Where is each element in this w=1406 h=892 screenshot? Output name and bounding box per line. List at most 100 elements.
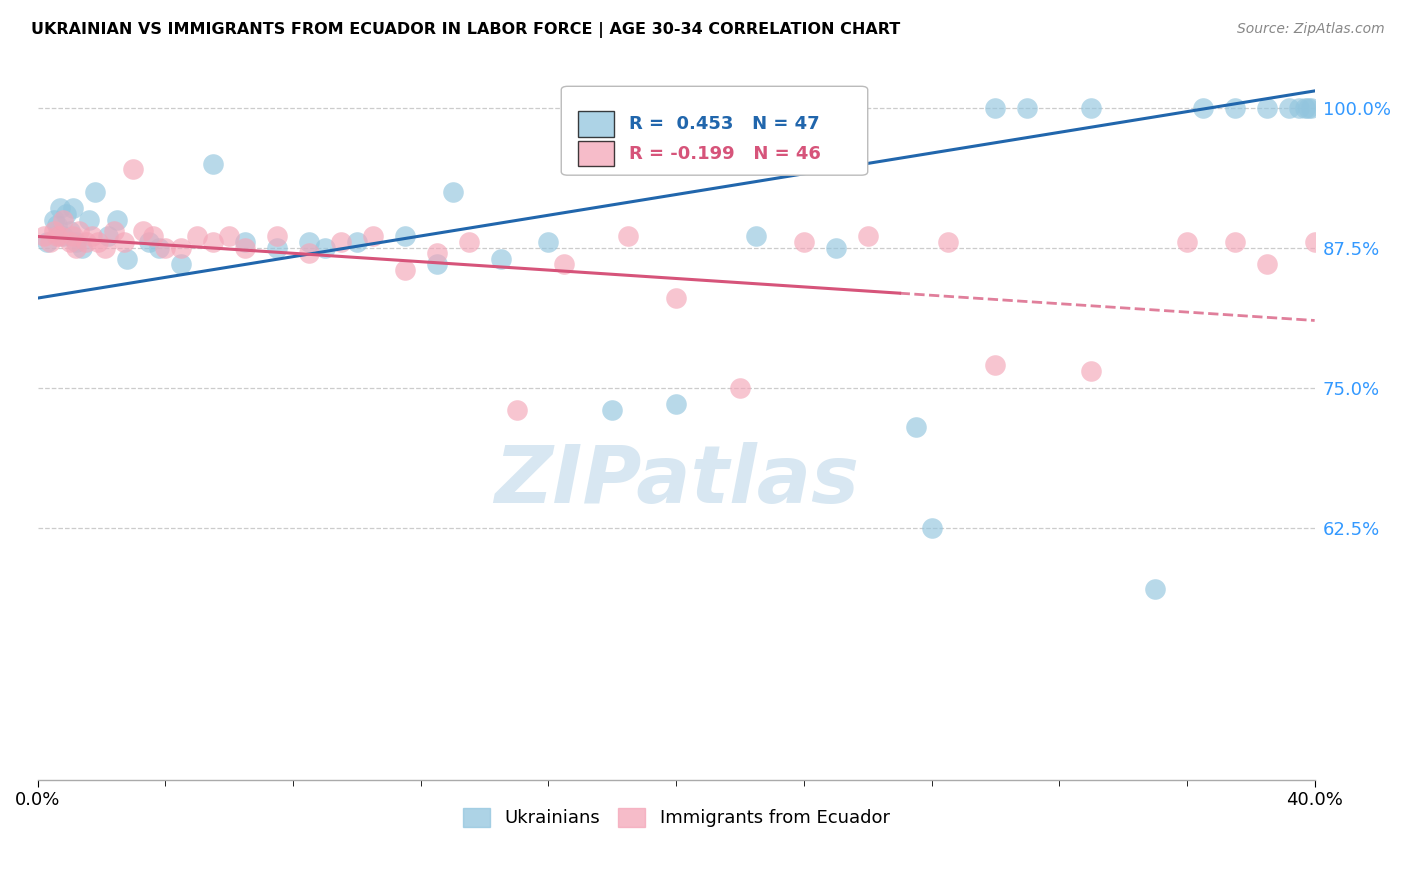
Point xyxy=(72,241,94,255)
FancyBboxPatch shape xyxy=(578,141,613,167)
FancyBboxPatch shape xyxy=(561,87,868,175)
Point xyxy=(1192,101,1215,115)
Point xyxy=(112,235,135,249)
Point xyxy=(346,235,368,249)
Point xyxy=(218,229,240,244)
Point xyxy=(1303,235,1326,249)
Point xyxy=(32,229,55,244)
Point xyxy=(52,212,75,227)
Point xyxy=(107,212,129,227)
Point xyxy=(298,235,321,249)
Point xyxy=(233,235,256,249)
Text: UKRAINIAN VS IMMIGRANTS FROM ECUADOR IN LABOR FORCE | AGE 30-34 CORRELATION CHAR: UKRAINIAN VS IMMIGRANTS FROM ECUADOR IN … xyxy=(31,22,900,38)
Point xyxy=(361,229,384,244)
Point xyxy=(84,185,107,199)
Point xyxy=(45,229,67,244)
Point xyxy=(1256,101,1278,115)
Point xyxy=(39,235,62,249)
Point xyxy=(202,235,225,249)
Point xyxy=(122,162,145,177)
Point xyxy=(1175,235,1198,249)
Point xyxy=(936,235,959,249)
Point xyxy=(537,235,560,249)
Point xyxy=(93,241,115,255)
Point xyxy=(298,246,321,260)
Point xyxy=(745,229,768,244)
Point xyxy=(138,235,160,249)
Point xyxy=(1144,582,1167,597)
Point xyxy=(42,224,65,238)
Point xyxy=(489,252,512,266)
Point xyxy=(142,229,165,244)
Point xyxy=(67,224,90,238)
Point xyxy=(457,235,479,249)
Point xyxy=(170,241,193,255)
Point xyxy=(394,263,416,277)
Point xyxy=(665,397,688,411)
Point xyxy=(824,241,846,255)
Point xyxy=(728,381,751,395)
FancyBboxPatch shape xyxy=(578,112,613,137)
Point xyxy=(115,252,138,266)
Point xyxy=(553,258,575,272)
Point xyxy=(505,403,527,417)
Point xyxy=(132,224,155,238)
Point xyxy=(170,258,193,272)
Point xyxy=(97,229,120,244)
Point xyxy=(904,420,927,434)
Point xyxy=(202,157,225,171)
Point xyxy=(1223,101,1246,115)
Point xyxy=(52,229,75,244)
Point xyxy=(186,229,208,244)
Point xyxy=(233,241,256,255)
Point xyxy=(87,235,110,249)
Point xyxy=(1080,364,1102,378)
Point xyxy=(984,359,1007,373)
Point xyxy=(62,202,84,216)
Point xyxy=(394,229,416,244)
Text: R =  0.453   N = 47: R = 0.453 N = 47 xyxy=(628,115,820,133)
Point xyxy=(45,219,67,233)
Point xyxy=(330,235,353,249)
Text: Source: ZipAtlas.com: Source: ZipAtlas.com xyxy=(1237,22,1385,37)
Point xyxy=(602,403,624,417)
Point xyxy=(1296,101,1319,115)
Point xyxy=(65,241,87,255)
Point xyxy=(59,235,82,249)
Point xyxy=(1288,101,1310,115)
Point xyxy=(266,241,288,255)
Point xyxy=(1017,101,1039,115)
Point xyxy=(1294,101,1316,115)
Point xyxy=(75,235,97,249)
Text: R = -0.199   N = 46: R = -0.199 N = 46 xyxy=(628,145,821,162)
Point xyxy=(148,241,170,255)
Point xyxy=(266,229,288,244)
Point xyxy=(921,521,943,535)
Legend: Ukrainians, Immigrants from Ecuador: Ukrainians, Immigrants from Ecuador xyxy=(456,801,897,835)
Point xyxy=(155,241,177,255)
Point xyxy=(1223,235,1246,249)
Point xyxy=(314,241,336,255)
Point xyxy=(59,224,82,238)
Point xyxy=(80,229,103,244)
Point xyxy=(49,229,72,244)
Point xyxy=(984,101,1007,115)
Point xyxy=(55,207,77,221)
Point xyxy=(42,212,65,227)
Point xyxy=(426,258,449,272)
Point xyxy=(426,246,449,260)
Point xyxy=(793,235,815,249)
Point xyxy=(77,212,100,227)
Text: ZIPatlas: ZIPatlas xyxy=(494,442,859,520)
Point xyxy=(856,229,879,244)
Point xyxy=(1278,101,1301,115)
Point xyxy=(103,224,125,238)
Point xyxy=(37,235,59,249)
Point xyxy=(1256,258,1278,272)
Point xyxy=(62,229,84,244)
Point xyxy=(65,235,87,249)
Point xyxy=(617,229,640,244)
Point xyxy=(441,185,464,199)
Point xyxy=(49,202,72,216)
Point xyxy=(1080,101,1102,115)
